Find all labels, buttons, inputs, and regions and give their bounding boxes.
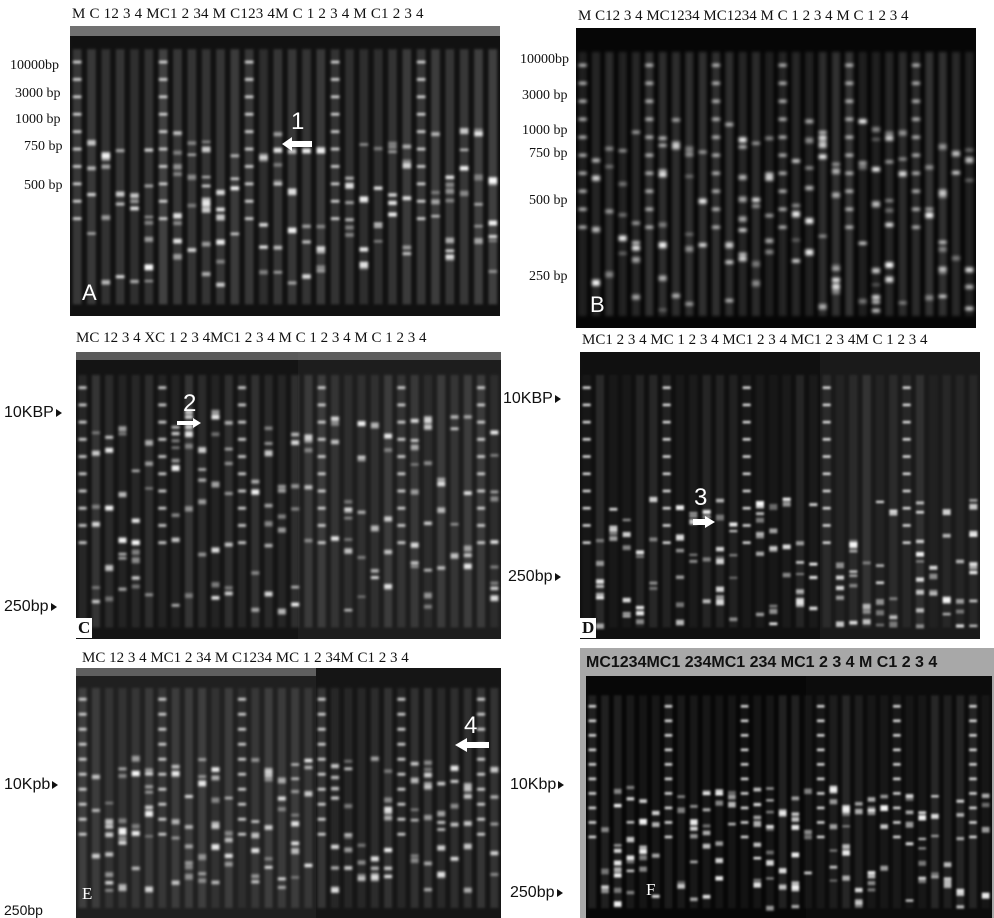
panel-a-marker-750: 750 bp (24, 139, 63, 154)
panel-b-lane-labels: M C12 3 4 MC1234 MC1234 M C 1 2 3 4 M C … (578, 8, 909, 24)
panel-b-gel-image (576, 28, 976, 328)
panel-f-lane-labels: MC1234MC1 234MC1 234 MC1 2 3 4 M C1 2 3 … (586, 654, 938, 671)
tick-arrow-icon (50, 602, 57, 611)
panel-b-marker-1000: 1000 bp (522, 123, 568, 138)
panel-d-letter: D (580, 618, 597, 638)
panel-d-gel-image (580, 352, 980, 639)
panel-c-arrow-number: 2 (183, 390, 197, 417)
panel-a-lane-labels: M C 12 3 4 MC1 2 34 M C123 4M C 1 2 3 4 … (72, 6, 424, 22)
panel-d-marker-10kbp: 10KBP (503, 390, 561, 408)
panel-a-gel-image (70, 26, 500, 316)
tick-arrow-icon (55, 408, 62, 417)
panel-b-marker-750: 750 bp (529, 146, 568, 161)
panel-e-gel-image (76, 668, 501, 918)
tick-arrow-icon (554, 394, 561, 403)
panel-c-arrow-icon (177, 418, 201, 428)
panel-a-arrow-number: 1 (291, 108, 305, 135)
panel-f-gel-image (586, 676, 992, 918)
panel-a-letter: A (82, 280, 97, 305)
panel-e-arrow-number: 4 (464, 712, 478, 739)
panel-d-marker-250bp: 250bp (508, 568, 561, 586)
panel-a-arrow-icon (282, 137, 312, 151)
panel-b-marker-10000: 10000bp (520, 52, 569, 67)
panel-e-lane-labels: MC 12 3 4 MC1 2 34 M C1234 MC 1 2 34M C1… (82, 650, 409, 666)
panel-b-marker-3000: 3000 bp (522, 88, 568, 103)
panel-b-letter: B (590, 292, 605, 317)
panel-c-letter: C (76, 618, 93, 638)
panel-e-marker-250bp: 250bp (4, 902, 43, 918)
tick-arrow-icon (52, 780, 59, 789)
panel-d-arrow-icon (693, 516, 715, 528)
panel-e-arrow-icon (455, 738, 489, 752)
panel-c-marker-10kbp: 10KBP (4, 404, 62, 422)
panel-f-marker-250bp: 250bp (510, 884, 563, 902)
panel-a-marker-1000: 1000 bp (15, 112, 61, 127)
panel-a-marker-500: 500 bp (24, 178, 63, 193)
panel-a-marker-10000: 10000bp (10, 58, 59, 73)
panel-b-marker-500: 500 bp (529, 193, 568, 208)
panel-c-marker-250bp: 250bp (4, 598, 57, 616)
tick-arrow-icon (556, 888, 563, 897)
panel-b-marker-250: 250 bp (529, 269, 568, 284)
tick-arrow-icon (558, 780, 565, 789)
tick-arrow-icon (554, 572, 561, 581)
panel-e-letter: E (82, 884, 93, 903)
panel-f-marker-10kbp: 10Kbp (510, 776, 565, 794)
panel-d-lane-labels: MC1 2 3 4 MC 1 2 3 4 MC1 2 3 4 MC1 2 3 4… (582, 332, 928, 348)
panel-e-marker-10kpb: 10Kpb (4, 776, 59, 794)
panel-a-marker-3000: 3000 bp (15, 86, 61, 101)
panel-f-letter: F (646, 880, 656, 899)
panel-d-arrow-number: 3 (694, 484, 708, 511)
panel-c-gel-image (76, 352, 501, 639)
panel-c-lane-labels: MC 12 3 4 XC 1 2 3 4MC1 2 3 4 M C 1 2 3 … (76, 330, 427, 346)
